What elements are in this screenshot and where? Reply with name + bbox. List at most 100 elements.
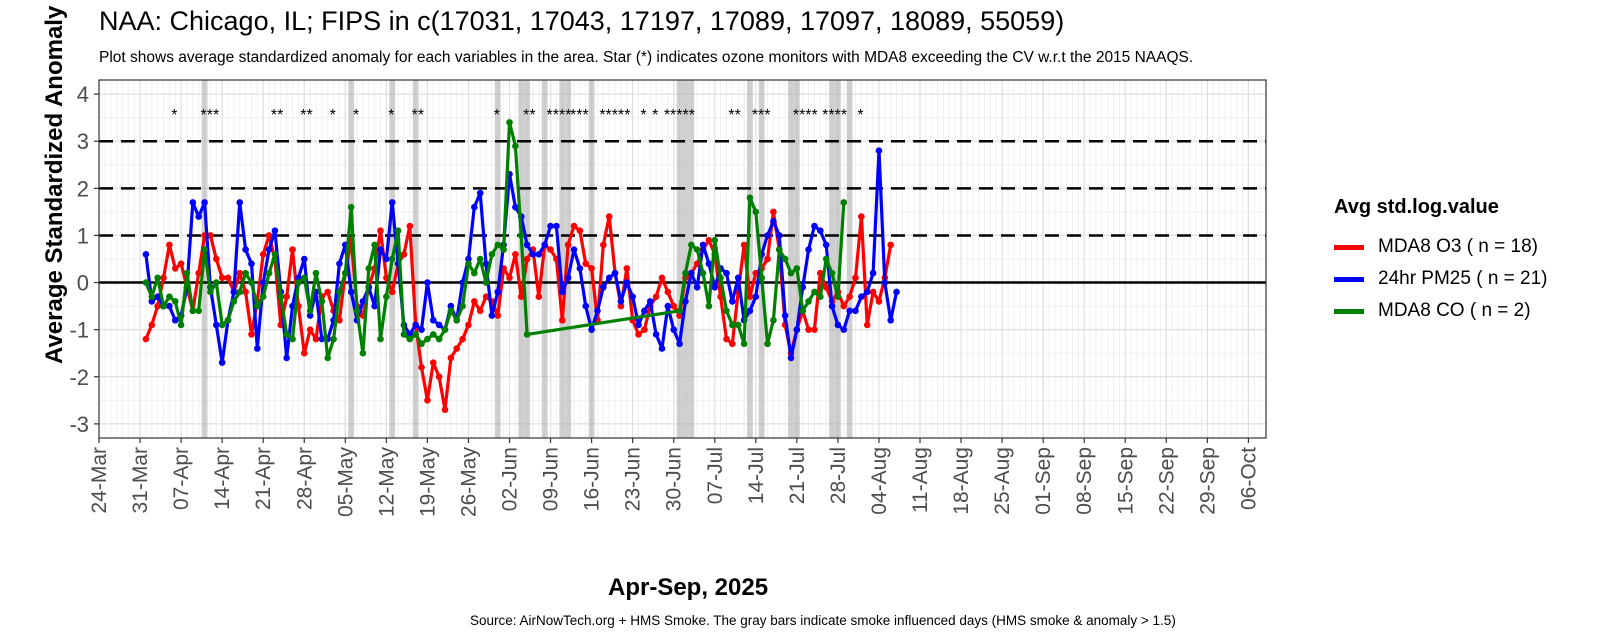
series-point-0 (248, 331, 255, 338)
legend-label-o3: MDA8 O3 ( n = 18) (1378, 236, 1538, 257)
series-point-2 (166, 293, 173, 300)
series-point-1 (658, 345, 666, 352)
series-point-0 (512, 250, 519, 258)
series-point-1 (230, 288, 238, 296)
x-tick-label: 19-May (416, 447, 439, 518)
series-point-0 (582, 260, 590, 268)
series-point-0 (289, 246, 296, 253)
plot-panel-border (98, 79, 1267, 439)
series-point-0 (306, 326, 314, 333)
series-point-2 (465, 260, 472, 268)
x-tick-label: 18-Aug (950, 447, 973, 515)
series-point-2 (342, 269, 349, 277)
exceedance-star-label: * (494, 107, 500, 124)
series-point-1 (212, 321, 220, 329)
series-point-1 (664, 302, 672, 310)
series-point-0 (600, 241, 607, 249)
series-point-0 (441, 406, 449, 414)
y-tick-label: 4 (77, 82, 89, 107)
x-tick-label: 21-Jul (786, 447, 809, 504)
series-point-2 (523, 331, 531, 338)
series-point-2 (189, 307, 197, 315)
x-tick-label: 29-Sep (1196, 447, 1219, 515)
series-point-0 (336, 316, 343, 324)
x-tick-label: 02-Jun (499, 447, 522, 511)
series-point-1 (781, 312, 789, 319)
x-tick-label: 21-Apr (252, 447, 275, 510)
series-point-2 (517, 232, 525, 239)
series-point-1 (254, 345, 261, 352)
series-point-1 (840, 326, 848, 333)
series-point-0 (635, 331, 642, 338)
exceedance-star-label: * (171, 107, 177, 124)
series-point-1 (787, 354, 795, 362)
series-point-0 (658, 274, 666, 282)
series-point-2 (207, 288, 214, 296)
series-point-0 (506, 274, 513, 282)
series-point-1 (594, 307, 601, 315)
series-point-1 (447, 302, 455, 310)
exceedance-star-label: *** (752, 107, 771, 124)
series-point-1 (682, 298, 689, 305)
series-point-2 (775, 246, 783, 253)
legend-item-pm25: 24hr PM25 ( n = 21) (1334, 263, 1548, 295)
series-point-1 (476, 189, 484, 197)
series-point-1 (418, 326, 425, 333)
series-point-1 (435, 321, 443, 329)
y-tick-label: 3 (77, 129, 89, 154)
series-point-2 (834, 293, 842, 300)
series-point-1 (576, 265, 584, 272)
series-point-2 (289, 335, 296, 343)
series-point-0 (811, 326, 818, 333)
series-point-0 (218, 274, 226, 282)
series-point-0 (388, 288, 396, 296)
y-tick-label: 0 (77, 271, 89, 296)
smoke-day-bar (788, 80, 794, 438)
series-point-0 (517, 293, 525, 300)
series-point-0 (236, 269, 244, 277)
series-point-2 (347, 203, 355, 211)
series-point-0 (177, 260, 185, 268)
exceedance-star-label: ** (300, 107, 312, 124)
x-tick-label: 25-Aug (991, 447, 1014, 515)
series-point-2 (412, 331, 419, 338)
series-point-0 (406, 222, 414, 230)
series-point-0 (377, 227, 384, 235)
series-point-1 (617, 298, 625, 305)
exceedance-star-label: **** (547, 107, 572, 124)
series-point-1 (306, 312, 314, 319)
series-point-0 (875, 298, 883, 305)
series-point-2 (171, 298, 179, 305)
series-point-0 (740, 241, 748, 249)
series-point-0 (195, 269, 202, 277)
series-point-0 (476, 307, 484, 315)
x-tick-label: 07-Jul (704, 447, 727, 504)
series-point-1 (641, 307, 648, 315)
series-point-2 (676, 307, 683, 315)
series-point-1 (822, 241, 830, 249)
exceedance-star-label: ***** (599, 107, 630, 124)
x-tick-label: 08-Sep (1073, 447, 1096, 515)
series-point-2 (236, 288, 244, 296)
series-point-2 (271, 250, 279, 258)
series-point-1 (817, 227, 824, 235)
series-point-2 (377, 335, 384, 343)
exceedance-star-label: * (640, 107, 646, 124)
x-tick-label: 26-May (457, 447, 480, 518)
series-point-2 (295, 279, 302, 286)
series-point-1 (388, 199, 396, 206)
series-point-2 (711, 236, 719, 244)
series-point-0 (852, 274, 859, 282)
series-point-1 (523, 241, 531, 249)
series-point-2 (453, 316, 461, 324)
smoke-day-bar (588, 80, 595, 438)
series-point-2 (781, 255, 789, 263)
smoke-day-bar (676, 80, 683, 438)
series-point-1 (582, 302, 590, 310)
series-point-2 (383, 293, 390, 300)
exceedance-star-label: ** (728, 107, 740, 124)
series-point-2 (259, 293, 267, 300)
series-point-2 (488, 250, 496, 258)
series-point-2 (705, 302, 713, 310)
